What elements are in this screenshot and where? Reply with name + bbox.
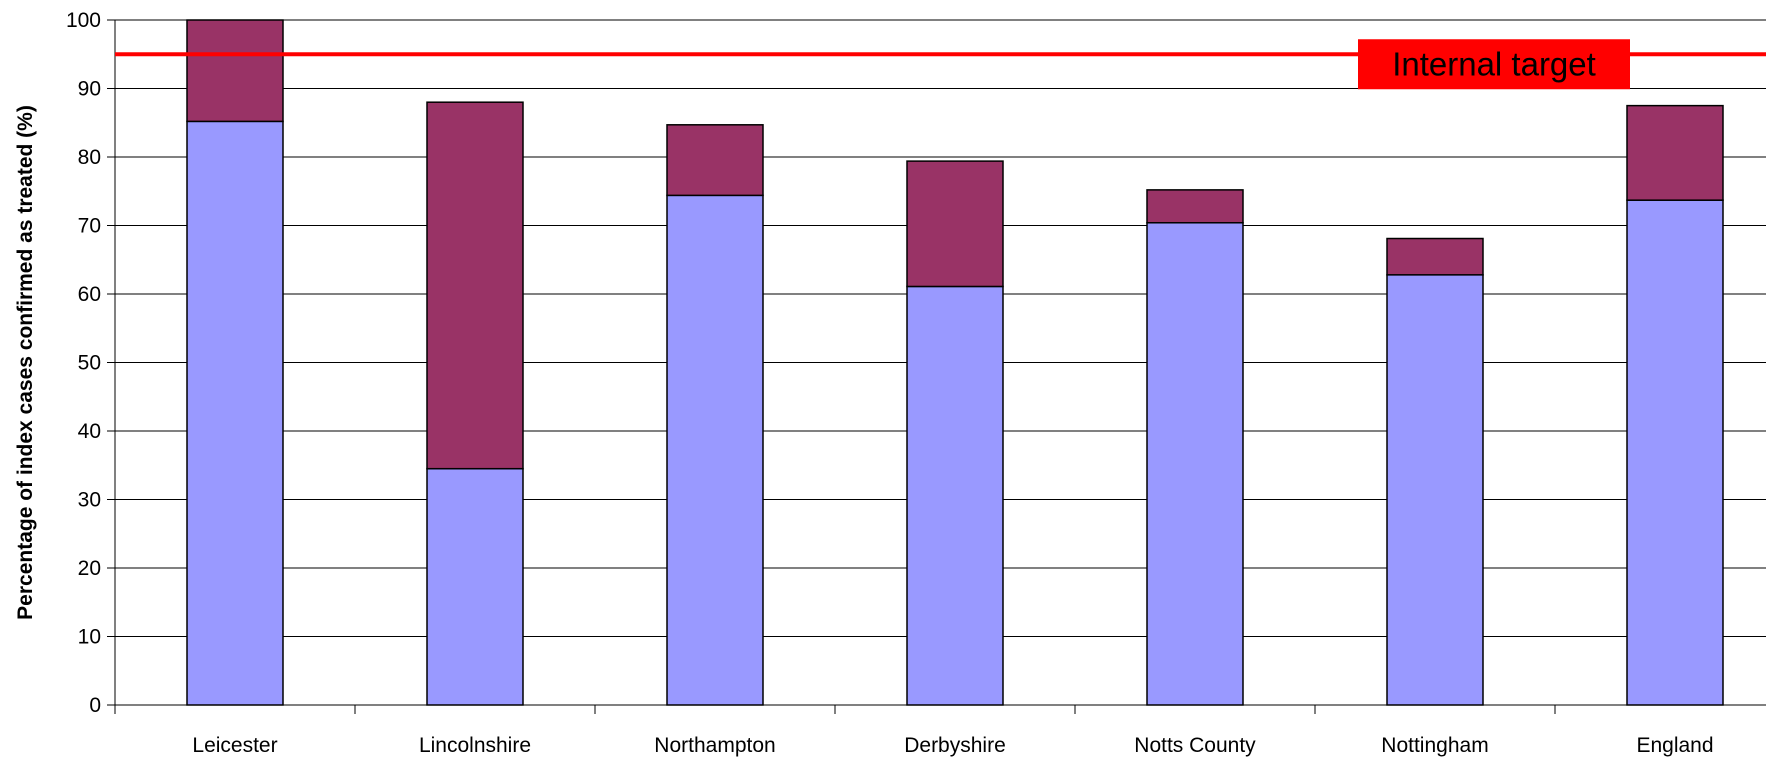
bar-segment-lower (186, 120, 284, 706)
x-tick-label: Northampton (654, 734, 775, 757)
bar-segment-lower (1626, 199, 1724, 706)
bar-segment-lower (1386, 274, 1484, 706)
y-tick-label: 70 (78, 215, 101, 238)
bar-segment-upper (906, 160, 1004, 288)
y-tick-label: 80 (78, 146, 101, 169)
y-tick-label: 90 (78, 78, 101, 101)
x-tick-label: Derbyshire (904, 734, 1006, 757)
x-tick-label: England (1636, 734, 1713, 757)
bar-segment-upper (666, 124, 764, 197)
bar-segment-lower (1146, 222, 1244, 706)
target-line-group: Internal target (115, 39, 1766, 90)
bar-segment-upper (186, 19, 284, 123)
bar-segment-upper (1386, 237, 1484, 276)
y-tick-label: 0 (89, 694, 101, 717)
y-tick-label: 40 (78, 420, 101, 443)
y-tick-label: 50 (78, 352, 101, 375)
target-label-box (1358, 39, 1630, 90)
bar-segment-upper (426, 101, 524, 470)
bar-segment-upper (1146, 189, 1244, 224)
bar-segment-lower (666, 194, 764, 706)
x-tick-label: Leicester (192, 734, 277, 757)
bar-segment-lower (426, 467, 524, 706)
bars (186, 19, 1724, 706)
y-tick-label: 100 (66, 9, 101, 32)
x-tick-label: Notts County (1134, 734, 1256, 757)
y-tick-label: 30 (78, 489, 101, 512)
bar-segment-upper (1626, 104, 1724, 201)
axes: 0 10 20 30 40 50 60 70 80 90 100 Leicester Lincolnsh… (66, 9, 1766, 757)
y-axis-title: Percentage of index cases confirmed as t… (14, 105, 37, 620)
y-tick-label: 10 (78, 626, 101, 649)
target-label: Internal target (1392, 45, 1596, 82)
y-tick-label: 20 (78, 557, 101, 580)
x-tick-label: Lincolnshire (419, 734, 531, 757)
y-tick-label: 60 (78, 283, 101, 306)
x-tick-label: Nottingham (1381, 734, 1488, 757)
bar-segment-lower (906, 285, 1004, 706)
